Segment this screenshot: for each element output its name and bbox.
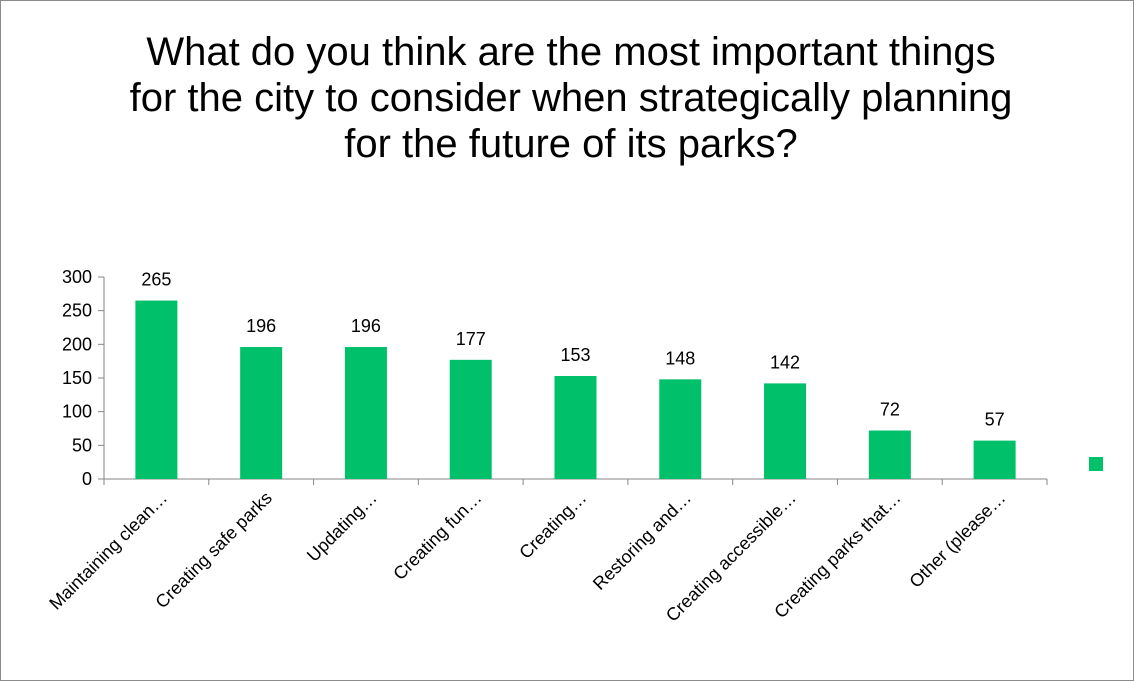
bar — [659, 379, 702, 479]
data-label: 142 — [770, 352, 800, 372]
bar — [868, 430, 911, 479]
bar — [554, 375, 597, 479]
category-label: Updating… — [303, 488, 381, 566]
data-label: 196 — [351, 316, 381, 336]
y-tick-label: 150 — [62, 368, 92, 388]
category-label: Restoring and… — [589, 488, 695, 594]
bar — [449, 359, 492, 479]
y-tick-label: 100 — [62, 402, 92, 422]
data-label: 153 — [560, 345, 590, 365]
data-label: 57 — [985, 410, 1005, 430]
y-tick-label: 250 — [62, 301, 92, 321]
y-tick-label: 0 — [82, 469, 92, 489]
data-label: 265 — [141, 270, 171, 290]
chart-bars — [135, 300, 1016, 479]
category-label: Other (please… — [905, 488, 1009, 592]
bar — [240, 347, 283, 479]
y-tick-label: 50 — [72, 435, 92, 455]
chart-data-labels: 265 196 196 177 153 148 142 72 57 — [141, 270, 1004, 430]
bar — [135, 300, 178, 479]
category-label: Creating safe parks — [151, 488, 276, 613]
data-label: 148 — [665, 348, 695, 368]
bar — [764, 383, 807, 479]
y-tick-label: 300 — [62, 267, 92, 287]
data-label: 177 — [456, 329, 486, 349]
chart-category-labels: Maintaining clean…Creating safe parks Upd… — [45, 488, 1009, 626]
category-label: Creating… — [515, 488, 590, 563]
data-label: 72 — [880, 400, 900, 420]
legend-swatch — [1089, 457, 1103, 471]
y-tick-label: 200 — [62, 334, 92, 354]
bar — [973, 440, 1016, 479]
category-label: Maintaining clean… — [45, 488, 171, 614]
bar — [344, 347, 387, 479]
chart-title: What do you think are the most important… — [129, 30, 1013, 166]
category-label: Creating fun… — [389, 488, 485, 584]
data-label: 196 — [246, 316, 276, 336]
